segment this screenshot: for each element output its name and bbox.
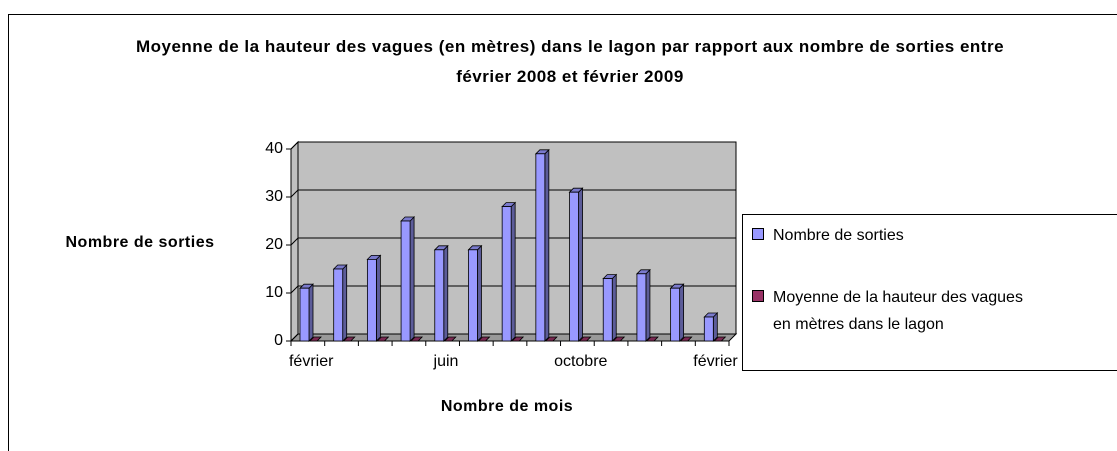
bar-top — [376, 336, 390, 342]
bar — [703, 316, 714, 342]
bar — [501, 206, 512, 342]
bar-side — [409, 216, 415, 342]
x-tick-label: octobre — [554, 353, 607, 370]
bar — [299, 287, 310, 342]
x-axis-label: Nombre de mois — [441, 398, 573, 415]
bar — [468, 249, 478, 342]
bar-top — [679, 336, 693, 342]
bar-top — [645, 336, 659, 342]
bar — [400, 220, 411, 342]
grid-line — [290, 333, 736, 342]
grid-line — [290, 237, 736, 246]
y-axis-label: Nombre de sorties — [66, 234, 215, 251]
grid-line — [290, 285, 736, 294]
x-tick-label: juin — [433, 353, 459, 370]
bar — [366, 258, 377, 342]
y-tick-label: 40 — [265, 140, 283, 157]
bar-side — [443, 244, 449, 342]
bar-side — [544, 148, 550, 342]
bar-side — [611, 273, 617, 342]
bar-side — [510, 201, 516, 342]
bar — [434, 249, 445, 342]
bar-top — [342, 336, 356, 342]
bar-top — [612, 336, 626, 342]
grid-line — [290, 189, 736, 198]
bar-side — [712, 312, 718, 342]
legend-label: Moyenne de la hauteur des vagues en mètr… — [773, 289, 1023, 333]
y-tick-label: 20 — [265, 236, 283, 253]
bar — [602, 278, 613, 342]
grid-line — [290, 141, 736, 150]
legend-box — [742, 214, 1117, 371]
bar-top — [544, 336, 558, 342]
bar — [670, 287, 681, 342]
bar — [636, 273, 647, 342]
y-tick-label: 10 — [265, 284, 283, 301]
bar-side — [375, 254, 381, 342]
bar-side — [645, 268, 651, 342]
bar-side — [679, 283, 685, 342]
bar-side — [308, 283, 314, 342]
y-tick-label: 0 — [274, 332, 283, 349]
bar — [569, 191, 579, 342]
bar — [535, 153, 546, 342]
bar-top — [443, 336, 457, 342]
x-tick-label: février — [693, 353, 738, 370]
bar-top — [713, 336, 727, 342]
legend-swatch — [752, 290, 764, 302]
bar-top — [511, 336, 525, 342]
bar-top — [477, 336, 491, 342]
x-tick-label: février — [289, 353, 334, 370]
bar-top — [309, 336, 322, 342]
legend-swatch — [752, 228, 764, 240]
bar-side — [578, 187, 583, 342]
bar-top — [410, 336, 424, 342]
legend-label: Nombre de sorties — [773, 227, 904, 244]
bar-top — [578, 336, 592, 342]
bar — [333, 268, 344, 342]
bar-side — [342, 264, 348, 342]
chart-title: Moyenne de la hauteur des vagues (en mèt… — [135, 37, 1005, 86]
bar-side — [477, 244, 482, 342]
y-tick-label: 30 — [265, 188, 283, 205]
